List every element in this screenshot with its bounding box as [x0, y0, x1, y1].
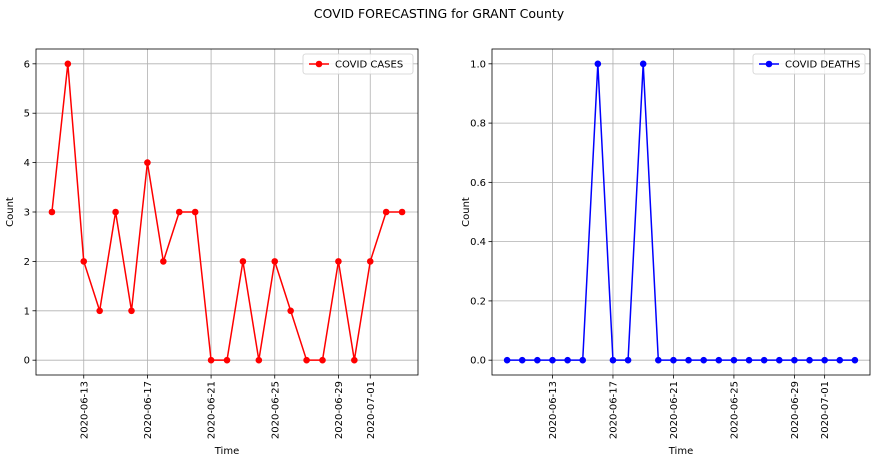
cases-y-tick-label: 4: [24, 158, 30, 169]
cases-y-tick-label: 0: [24, 356, 30, 367]
deaths-data-point: [760, 356, 768, 364]
deaths-data-point: [791, 356, 798, 364]
cases-data-point: [223, 356, 231, 364]
deaths-y-tick-label: 0.8: [470, 119, 486, 130]
deaths-legend-label: COVID DEATHS: [785, 60, 860, 71]
cases-x-tick-label: 2020-06-21: [207, 381, 218, 439]
cases-x-tick-label: 2020-06-25: [270, 381, 281, 439]
cases-data-point: [64, 60, 72, 68]
cases-data-point: [191, 208, 199, 216]
deaths-chart: 0.0 0.2 0.4 0.6 0.8 1.0 2020-06-13 2020-06-17 20…: [461, 48, 871, 457]
cases-x-tick-label: 2020-06-17: [143, 381, 154, 439]
cases-legend: COVID CASES: [302, 53, 414, 75]
deaths-data-point: [775, 356, 783, 364]
deaths-x-tick-label: 2020-07-01: [820, 381, 831, 439]
deaths-data-point: [851, 356, 859, 364]
cases-data-point: [351, 356, 358, 364]
cases-x-tick-label: 2020-07-01: [366, 381, 377, 439]
deaths-y-tick-label: 0.4: [470, 237, 486, 248]
cases-axes-frame: [35, 48, 419, 376]
deaths-data-point: [503, 356, 511, 364]
deaths-axes-frame: [491, 48, 871, 376]
deaths-y-tick-label: 1.0: [470, 59, 486, 70]
deaths-data-point: [594, 60, 602, 68]
deaths-x-axis-label: Time: [668, 446, 693, 457]
cases-data-point: [287, 307, 294, 315]
deaths-data-point: [806, 356, 813, 364]
cases-data-point: [175, 208, 183, 216]
deaths-x-tick-label: 2020-06-29: [790, 381, 801, 439]
deaths-data-point: [745, 356, 753, 364]
cases-data-point: [128, 307, 135, 315]
deaths-data-point: [564, 356, 571, 364]
cases-data-point: [335, 258, 342, 265]
deaths-plot-area: [492, 49, 870, 375]
cases-y-tick-label: 1: [24, 306, 30, 317]
cases-data-point: [112, 208, 119, 216]
deaths-x-tick-label: 2020-06-13: [548, 381, 559, 439]
deaths-data-point: [821, 356, 828, 364]
cases-data-point: [80, 258, 88, 265]
cases-y-tick-label: 6: [24, 59, 30, 70]
cases-x-tick-label: 2020-06-29: [334, 381, 345, 439]
deaths-data-point: [700, 356, 707, 364]
cases-legend-box: [302, 53, 414, 75]
cases-data-point: [239, 258, 247, 265]
cases-y-tick-label: 5: [24, 109, 30, 120]
cases-x-tick-label: 2020-06-13: [79, 381, 90, 439]
deaths-legend: COVID DEATHS: [752, 53, 866, 75]
deaths-data-point: [670, 356, 677, 364]
deaths-data-point: [655, 356, 662, 364]
cases-data-point: [366, 258, 374, 265]
deaths-y-tick-label: 0.6: [470, 178, 486, 189]
cases-data-point: [398, 208, 406, 216]
deaths-x-tick-label: 2020-06-21: [669, 381, 680, 439]
deaths-data-point: [685, 356, 692, 364]
cases-data-point: [382, 208, 390, 216]
cases-data-point: [271, 258, 279, 265]
cases-y-tick-label: 2: [24, 257, 30, 268]
deaths-data-point: [624, 356, 632, 364]
deaths-data-point: [639, 60, 647, 68]
cases-y-axis-label: Count: [5, 197, 16, 227]
cases-chart: 0 1 2 3 4 5 6 2020-06-13 2020-06-17 2020-06-21 202…: [5, 48, 419, 457]
deaths-x-tick-label: 2020-06-17: [608, 381, 619, 439]
cases-data-point: [160, 258, 167, 265]
cases-data-point: [207, 356, 215, 364]
cases-legend-label: COVID CASES: [335, 60, 403, 71]
deaths-legend-marker: [765, 60, 773, 68]
deaths-data-point: [730, 356, 738, 364]
figure-title: COVID FORECASTING for GRANT County: [314, 6, 565, 21]
deaths-data-point: [534, 356, 541, 364]
deaths-data-point: [836, 356, 844, 364]
deaths-y-tick-label: 0.0: [470, 356, 486, 367]
cases-data-point: [48, 208, 56, 216]
deaths-x-tick-label: 2020-06-25: [729, 381, 740, 439]
deaths-data-point: [609, 356, 617, 364]
cases-data-point: [144, 159, 151, 166]
deaths-data-point: [549, 356, 556, 364]
deaths-y-tick-label: 0.2: [470, 296, 486, 307]
deaths-data-point: [518, 356, 526, 364]
cases-legend-marker: [315, 60, 323, 68]
cases-data-point: [96, 307, 103, 315]
deaths-legend-box: [752, 53, 866, 75]
cases-data-point: [255, 356, 263, 364]
cases-x-axis-label: Time: [214, 446, 239, 457]
cases-y-tick-label: 3: [24, 208, 30, 219]
deaths-data-point: [579, 356, 587, 364]
deaths-data-point: [715, 356, 723, 364]
cases-data-point: [303, 356, 310, 364]
deaths-y-axis-label: Count: [461, 197, 472, 227]
cases-data-point: [319, 356, 326, 364]
